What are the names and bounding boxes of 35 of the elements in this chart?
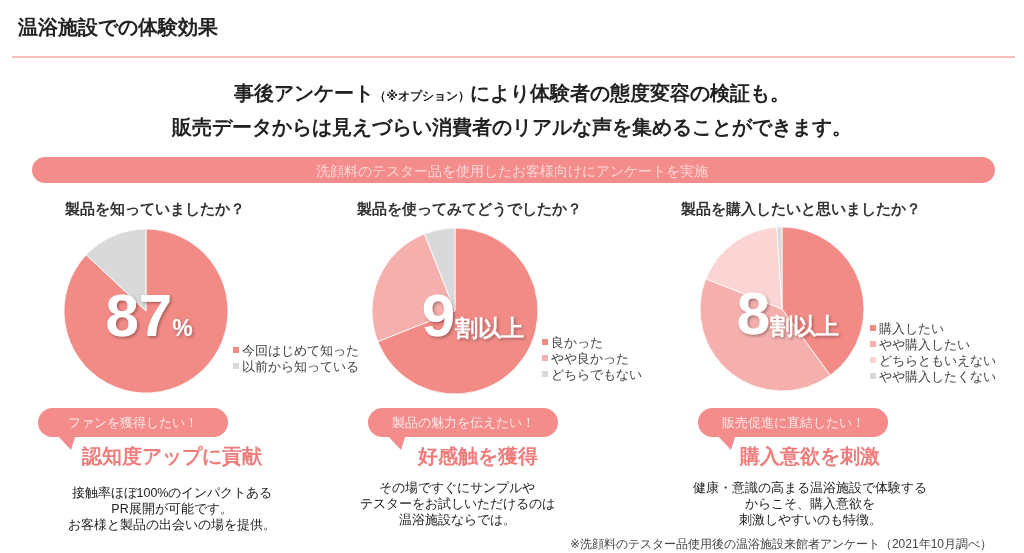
chart-title: 製品を使ってみてどうでしたか？ [355,201,582,218]
text: ※洗顔料のテスター品使用後の温浴施設来館者アンケート（2021年10月調べ） [569,537,992,551]
legend-label: 良かった [551,335,603,350]
legend-label: 以前から知っている [242,359,359,374]
chart-title: 製品を知っていましたか？ [64,201,245,217]
text: テスターをお試しいただけるのは [359,497,555,511]
text: PR展開が可能です。 [111,502,233,516]
text: 事後アンケート（※オプション）により体験者の態度変容の検証も。 [233,82,790,104]
text: 9割以上 [421,282,525,349]
chart-title: 製品を購入したいと思いましたか？ [680,201,921,217]
legend-label: やや購入したくない [879,369,996,384]
legend-label: どちらでもない [551,367,642,382]
text: 販売データからは見えづらい消費者のリアルな声を集めることができます。 [171,116,852,139]
text: 洗顔料のテスター品を使用したお客様向けにアンケートを実施 [316,163,708,179]
legend-label: やや良かった [551,351,629,366]
text: お客様と製品の出会いの場を提供。 [68,517,276,532]
legend-label: どちらともいえない [879,353,996,368]
text: 健康・意識の高まる温浴施設で体験する [693,480,927,495]
text: その場ですぐにサンプルや [379,481,535,495]
text: ファンを獲得したい！ [68,415,198,430]
text: 87% [105,282,193,349]
text: 刺激しやすいのも特徴。 [738,513,882,527]
text: 温浴施設での体験効果 [17,16,219,38]
legend-label: やや購入したい [879,337,970,352]
text: 製品の魅力を伝えたい！ [391,415,535,430]
legend-label: 今回はじめて知った [242,343,359,358]
legend-label: 購入したい [879,321,944,336]
text: からこそ、購入意欲を [745,497,875,511]
text: 接触率ほぼ100%のインパクトある [71,485,273,500]
text: 温浴施設ならでは。 [398,513,516,527]
text: 購入意欲を刺激 [739,445,881,467]
text: 8割以上 [736,280,840,347]
text: 販売促進に直結したい！ [721,415,865,430]
text: 好感触を獲得 [417,445,538,467]
text: 認知度アップに貢献 [81,445,263,468]
